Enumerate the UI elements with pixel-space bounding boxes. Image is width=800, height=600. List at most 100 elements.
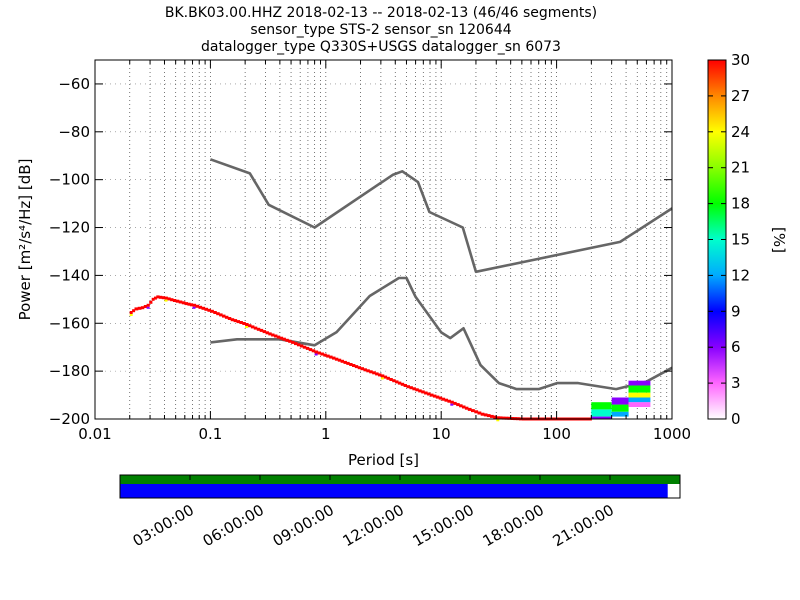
x-tick-label: 1000 — [653, 425, 691, 443]
density-cell — [346, 361, 350, 365]
density-cell — [184, 302, 188, 306]
density-cell — [134, 307, 139, 311]
density-cell — [245, 323, 249, 326]
density-cell — [323, 353, 327, 357]
y-tick-label: −100 — [49, 171, 90, 189]
density-cell — [490, 414, 494, 418]
density-cell — [493, 415, 497, 419]
density-cell — [233, 319, 238, 323]
colorbar-tick-label: 0 — [731, 410, 741, 428]
density-cell — [170, 298, 174, 302]
colorbar: 0 3 6 9 12 15 18 21 24 27 30 [%] — [707, 51, 788, 428]
density-cell — [480, 412, 485, 416]
long-period-density-blocks — [591, 380, 651, 419]
density-cell — [305, 346, 310, 350]
density-cell — [354, 365, 359, 369]
density-cell — [137, 306, 142, 310]
density-cell — [285, 338, 289, 342]
x-tick-label: 0.01 — [78, 425, 111, 443]
density-cell — [219, 313, 223, 317]
density-cell — [504, 416, 509, 420]
density-cell — [499, 416, 503, 420]
density-cell — [311, 349, 316, 353]
density-cell — [450, 403, 454, 406]
density-cell — [288, 339, 292, 343]
density-cell — [332, 356, 336, 360]
density-cell — [483, 413, 488, 417]
density-cell — [164, 299, 168, 302]
density-cell — [282, 337, 286, 341]
density-cell — [151, 297, 155, 301]
density-cell — [471, 409, 475, 413]
density-cell — [383, 375, 388, 379]
density-cell — [369, 370, 373, 374]
colorbar-tick-label: 21 — [731, 159, 750, 177]
density-cell — [389, 378, 393, 381]
density-cell — [320, 352, 324, 356]
density-cell — [236, 320, 240, 324]
timeline-tick-label: 21:00:00 — [550, 501, 617, 550]
density-cell — [178, 300, 183, 304]
colorbar-tick-label: 12 — [731, 266, 750, 284]
noise-models — [209, 158, 673, 391]
y-tick-label: −180 — [49, 362, 90, 380]
density-cell — [201, 306, 206, 310]
density-cell — [198, 305, 203, 309]
density-cell — [192, 306, 196, 309]
density-block — [611, 397, 629, 405]
colorbar-tick-label: 27 — [731, 87, 750, 105]
density-cell — [397, 381, 402, 385]
density-block — [628, 402, 651, 407]
x-axis-ticks: 0.01 0.1 1 10 100 1000 — [78, 60, 691, 443]
timeline-tick-label: 09:00:00 — [270, 501, 337, 550]
density-cell — [274, 334, 278, 338]
density-cell — [363, 368, 367, 372]
density-cell — [314, 353, 318, 356]
density-cell — [430, 393, 434, 397]
density-cell — [450, 400, 454, 404]
density-cell — [146, 306, 150, 309]
x-tick-label: 1 — [321, 425, 331, 443]
density-cell — [349, 363, 353, 366]
colorbar-tick-label: 24 — [731, 123, 750, 141]
density-cell — [456, 403, 460, 407]
density-block — [591, 409, 612, 417]
density-cell — [216, 312, 220, 316]
timeline-coverage-bar — [120, 484, 668, 498]
density-cell — [326, 354, 330, 358]
y-tick-label: −160 — [49, 314, 90, 332]
density-cell — [392, 379, 396, 383]
data-coverage-timeline: 03:00:00 06:00:00 09:00:00 12:00:00 15:00:00… — [119, 474, 681, 550]
density-cell — [227, 317, 232, 320]
density-cell — [329, 355, 333, 359]
density-cell — [245, 326, 249, 328]
density-cell — [159, 295, 163, 299]
density-cell — [415, 388, 419, 392]
density-block — [628, 392, 651, 398]
colorbar-tick-label: 3 — [731, 374, 741, 392]
density-cell — [375, 372, 379, 376]
density-cell — [378, 373, 382, 377]
density-cell — [132, 309, 136, 313]
density-cell — [507, 416, 511, 420]
density-block — [628, 397, 651, 403]
colorbar-tick-label: 6 — [731, 338, 741, 356]
density-cell — [337, 358, 342, 362]
density-cell — [181, 301, 186, 305]
density-block — [611, 404, 629, 412]
plot-frame — [94, 59, 673, 420]
ppsd-plot-area: 0.01 0.1 1 10 100 1000 −200 −180 −160 −140 −120 −1… — [16, 59, 691, 469]
density-cell — [409, 386, 413, 390]
timeline-tick-label: 15:00:00 — [410, 501, 477, 550]
density-cell — [380, 374, 385, 378]
density-cell — [412, 387, 416, 391]
density-cell — [140, 306, 145, 310]
density-cell — [403, 384, 407, 387]
density-cell — [204, 307, 208, 311]
density-cell — [444, 398, 448, 402]
density-cell — [380, 377, 384, 380]
density-cell — [464, 406, 469, 410]
density-cell — [294, 342, 298, 346]
timeline-tick-label: 12:00:00 — [340, 501, 407, 550]
